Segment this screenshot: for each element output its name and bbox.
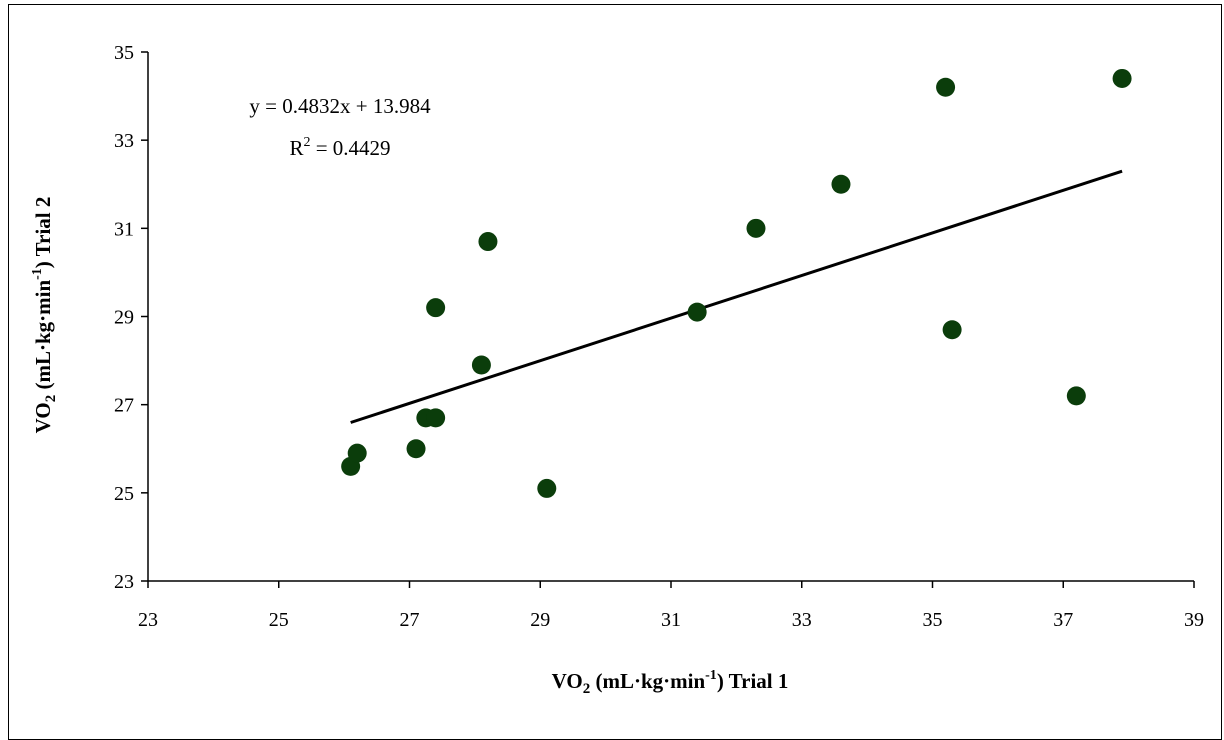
y-tick-label: 25 [114, 483, 134, 505]
y-tick-label: 33 [114, 130, 134, 152]
y-tick-label: 35 [114, 42, 134, 64]
y-axis-title: VO2 (mL·kg·min-1) Trial 2 [30, 197, 59, 434]
data-point [1112, 68, 1132, 88]
x-tick-label: 29 [530, 609, 550, 631]
x-tick-label: 35 [923, 609, 943, 631]
x-ticks: 23 25 27 29 31 33 35 37 39 [138, 581, 1204, 631]
y-tick-label: 23 [114, 571, 134, 593]
data-point [347, 443, 367, 463]
trendline [350, 169, 1123, 424]
y-tick-label: 27 [114, 395, 134, 417]
equation-label: y = 0.4832x + 13.984 [249, 94, 431, 118]
data-point [478, 232, 498, 252]
y-ticks: 23 25 27 29 31 33 35 [114, 42, 148, 593]
x-tick-label: 39 [1184, 609, 1204, 631]
x-tick-label: 33 [792, 609, 812, 631]
x-axis-title: VO2 (mL·kg·min-1) Trial 1 [552, 668, 789, 697]
y-tick-label: 29 [114, 307, 134, 329]
data-point [1066, 386, 1086, 406]
r2-label: R2 = 0.4429 [289, 135, 390, 160]
x-tick-label: 27 [400, 609, 420, 631]
data-point [471, 355, 491, 375]
data-point [406, 439, 426, 459]
x-tick-label: 25 [269, 609, 289, 631]
data-point [746, 218, 766, 238]
data-point [426, 408, 446, 428]
y-tick-label: 31 [114, 218, 134, 240]
data-point [942, 320, 962, 340]
x-tick-label: 31 [661, 609, 681, 631]
data-point [537, 478, 557, 498]
x-tick-label: 23 [138, 609, 158, 631]
data-points [341, 68, 1132, 498]
data-point [936, 77, 956, 97]
axes [147, 52, 1194, 582]
data-point [831, 174, 851, 194]
x-tick-label: 37 [1053, 609, 1073, 631]
data-point [426, 298, 446, 318]
data-point [687, 302, 707, 322]
